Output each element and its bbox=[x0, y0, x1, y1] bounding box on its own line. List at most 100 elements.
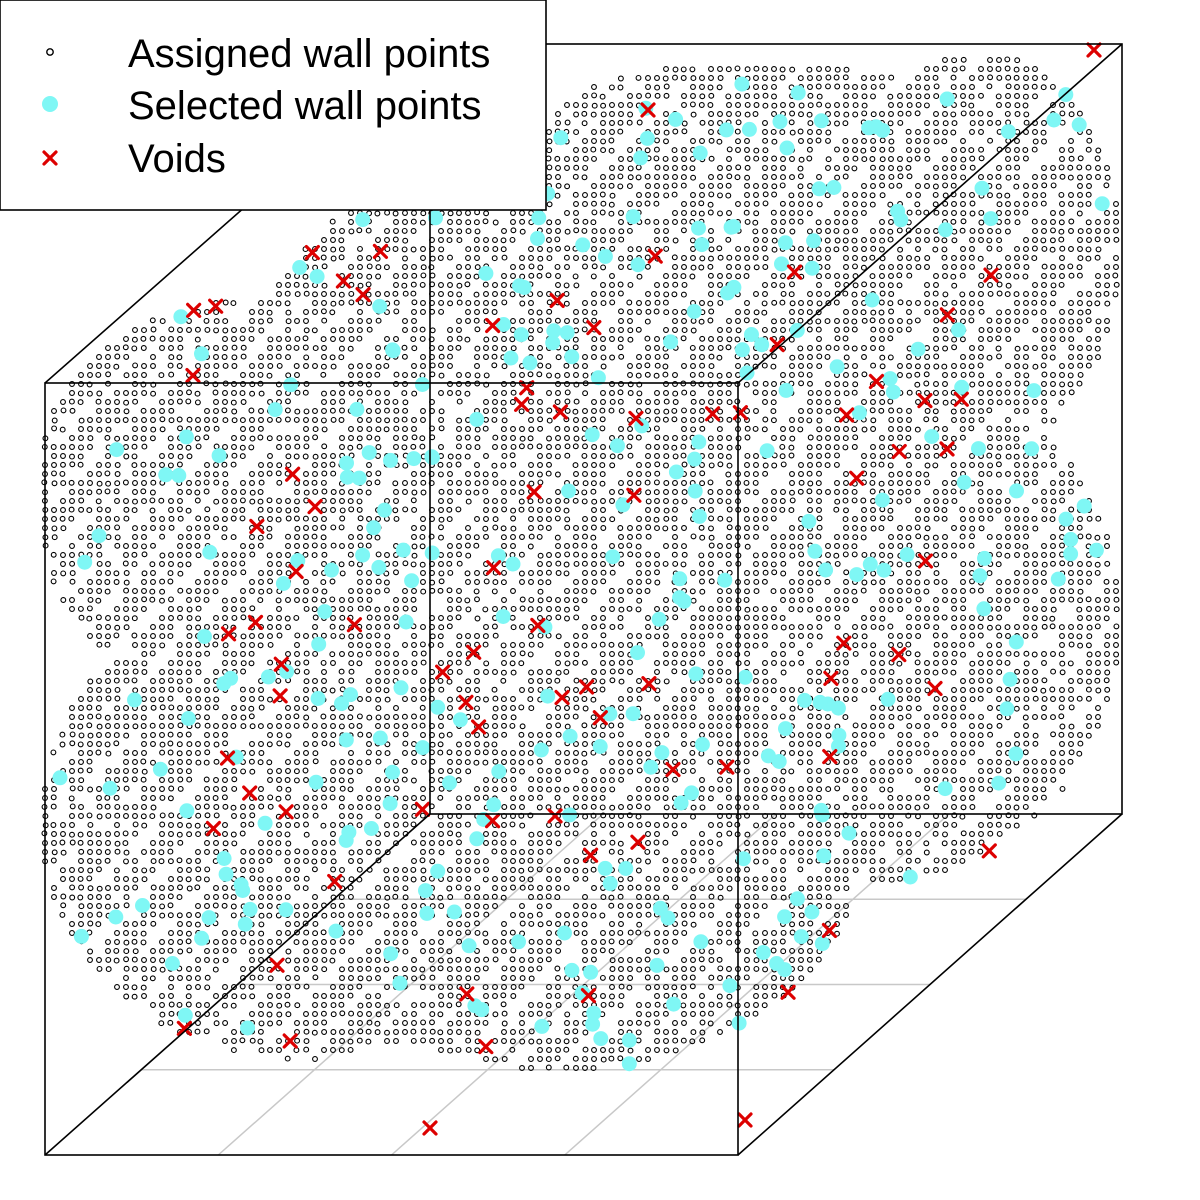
assigned-wall-point bbox=[816, 93, 823, 100]
assigned-wall-point bbox=[843, 102, 849, 108]
assigned-wall-point bbox=[725, 93, 732, 100]
assigned-wall-point bbox=[663, 129, 670, 136]
assigned-wall-point bbox=[1023, 201, 1030, 208]
assigned-wall-point bbox=[410, 228, 417, 234]
assigned-wall-point bbox=[879, 83, 886, 90]
assigned-wall-point bbox=[852, 192, 858, 198]
assigned-wall-point bbox=[762, 237, 768, 243]
assigned-wall-point bbox=[942, 165, 948, 171]
assigned-wall-point bbox=[942, 182, 949, 189]
assigned-wall-point bbox=[627, 156, 633, 162]
assigned-wall-point bbox=[924, 183, 930, 189]
assigned-wall-point bbox=[510, 273, 516, 279]
assigned-wall-point bbox=[1005, 164, 1012, 171]
assigned-wall-point bbox=[969, 110, 976, 117]
assigned-wall-point bbox=[986, 237, 993, 244]
assigned-wall-point bbox=[1005, 147, 1011, 153]
assigned-wall-point bbox=[860, 201, 867, 208]
assigned-wall-point bbox=[1113, 210, 1119, 216]
assigned-wall-point bbox=[1068, 246, 1074, 252]
assigned-wall-point bbox=[402, 264, 408, 270]
assigned-wall-point bbox=[1023, 246, 1029, 252]
assigned-wall-point bbox=[924, 120, 930, 126]
assigned-wall-point bbox=[771, 102, 778, 109]
assigned-wall-point bbox=[815, 255, 822, 262]
assigned-wall-point bbox=[663, 92, 670, 99]
assigned-wall-point bbox=[401, 246, 408, 253]
assigned-wall-point bbox=[393, 273, 399, 279]
assigned-wall-point bbox=[582, 147, 588, 153]
assigned-wall-point bbox=[339, 228, 345, 234]
assigned-wall-point bbox=[744, 66, 751, 73]
assigned-wall-point bbox=[761, 84, 768, 91]
assigned-wall-point bbox=[744, 264, 751, 271]
assigned-wall-point bbox=[1077, 237, 1083, 243]
assigned-wall-point bbox=[726, 165, 732, 171]
assigned-wall-point bbox=[752, 219, 759, 226]
assigned-wall-point bbox=[987, 137, 994, 144]
assigned-wall-point bbox=[879, 192, 886, 199]
assigned-wall-point bbox=[554, 192, 561, 199]
assigned-wall-point bbox=[933, 120, 939, 126]
assigned-wall-point bbox=[969, 246, 975, 252]
assigned-wall-point bbox=[1022, 209, 1029, 216]
assigned-wall-point bbox=[780, 165, 786, 171]
assigned-wall-point bbox=[977, 110, 984, 117]
assigned-wall-point bbox=[446, 237, 453, 244]
assigned-wall-point bbox=[923, 102, 930, 109]
assigned-wall-point bbox=[1077, 183, 1083, 189]
assigned-wall-point bbox=[951, 264, 957, 270]
assigned-wall-point bbox=[456, 273, 462, 279]
assigned-wall-point bbox=[771, 174, 777, 180]
assigned-wall-point bbox=[726, 210, 732, 216]
assigned-wall-point bbox=[582, 138, 588, 144]
assigned-wall-point bbox=[789, 255, 795, 261]
assigned-wall-point bbox=[690, 264, 697, 271]
assigned-wall-point bbox=[384, 246, 391, 253]
assigned-wall-point bbox=[1059, 264, 1065, 270]
assigned-wall-point bbox=[897, 173, 904, 180]
assigned-wall-point bbox=[960, 156, 967, 163]
assigned-wall-point bbox=[941, 246, 948, 253]
assigned-wall-point bbox=[653, 219, 660, 225]
assigned-wall-point bbox=[707, 209, 714, 216]
assigned-wall-point bbox=[357, 255, 363, 261]
assigned-wall-point bbox=[555, 174, 561, 180]
assigned-wall-point bbox=[1113, 255, 1119, 261]
assigned-wall-point bbox=[663, 236, 669, 243]
assigned-wall-point bbox=[789, 110, 796, 117]
assigned-wall-point bbox=[941, 174, 948, 181]
assigned-wall-point bbox=[806, 111, 813, 118]
assigned-wall-point bbox=[420, 272, 427, 279]
assigned-wall-point bbox=[599, 209, 606, 216]
assigned-wall-point bbox=[644, 218, 651, 225]
assigned-wall-point bbox=[654, 120, 660, 126]
assigned-wall-point bbox=[663, 245, 670, 252]
assigned-wall-point bbox=[789, 218, 795, 225]
assigned-wall-point bbox=[933, 165, 939, 171]
assigned-wall-point bbox=[708, 228, 714, 234]
assigned-wall-point bbox=[1085, 200, 1092, 207]
assigned-wall-point bbox=[1005, 264, 1011, 270]
assigned-wall-point bbox=[690, 93, 696, 99]
assigned-wall-point bbox=[1032, 138, 1039, 145]
assigned-wall-point bbox=[644, 200, 651, 207]
assigned-wall-point bbox=[626, 119, 633, 126]
assigned-wall-point bbox=[707, 263, 714, 270]
assigned-wall-point bbox=[564, 119, 571, 126]
assigned-wall-point bbox=[852, 210, 858, 217]
assigned-wall-point bbox=[923, 209, 930, 216]
assigned-wall-point bbox=[644, 147, 651, 154]
assigned-wall-point bbox=[852, 102, 859, 109]
assigned-wall-point bbox=[906, 156, 913, 163]
assigned-wall-point bbox=[690, 255, 696, 261]
assigned-wall-point bbox=[726, 173, 733, 180]
assigned-wall-point bbox=[663, 138, 669, 145]
assigned-wall-point bbox=[744, 201, 750, 207]
assigned-wall-point bbox=[1076, 164, 1083, 171]
assigned-wall-point bbox=[357, 264, 363, 270]
assigned-wall-point bbox=[798, 138, 804, 144]
assigned-wall-point bbox=[1014, 219, 1021, 226]
assigned-wall-point bbox=[789, 156, 795, 162]
assigned-wall-point bbox=[383, 264, 390, 271]
